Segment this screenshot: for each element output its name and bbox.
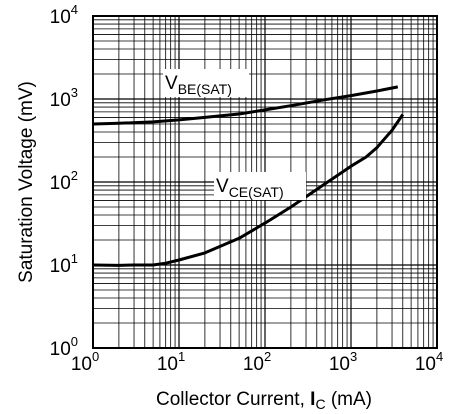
y-tick-label: 104 (50, 2, 78, 28)
series-labels: VBE(SAT)VCE(SAT) (163, 69, 306, 200)
x-tick-label: 100 (71, 349, 99, 375)
x-tick-label: 103 (329, 349, 357, 375)
series-label-main: V (216, 176, 229, 197)
x-tick-label: 102 (243, 349, 271, 375)
series-label-1: VBE(SAT) (165, 73, 232, 97)
x-tick-label: 101 (157, 349, 185, 375)
y-tick-label: 103 (50, 85, 78, 111)
series-line-1 (92, 85, 399, 126)
y-tick-label: 102 (50, 168, 78, 194)
x-axis-title: Collector Current, IC (mA) (156, 389, 372, 412)
y-axis-title: Saturation Voltage (mV) (16, 81, 37, 283)
x-axis-title-unit: (mA) (326, 389, 372, 410)
series-label-background (163, 69, 249, 97)
plot-frame (92, 15, 438, 349)
x-axis-title-symbol: I (310, 389, 315, 410)
series-label-subscript: BE(SAT) (178, 81, 232, 97)
y-tick-label: 100 (50, 334, 78, 360)
series-label-main: V (165, 73, 178, 94)
y-tick-label: 101 (50, 251, 78, 277)
series-line-2 (92, 113, 405, 267)
series-lines (92, 85, 405, 267)
series-label-subscript: CE(SAT) (229, 184, 284, 200)
x-tick-label: 104 (415, 349, 443, 375)
x-axis-title-text: Collector Current, (156, 389, 310, 410)
y-axis-ticks: 100 101 102 103 104 (50, 2, 78, 360)
series-label-2: VCE(SAT) (216, 176, 284, 200)
x-axis-ticks: 100 101 102 103 104 (71, 349, 443, 375)
series-label-background (214, 172, 306, 200)
x-axis-title-subscript: C (315, 396, 325, 412)
